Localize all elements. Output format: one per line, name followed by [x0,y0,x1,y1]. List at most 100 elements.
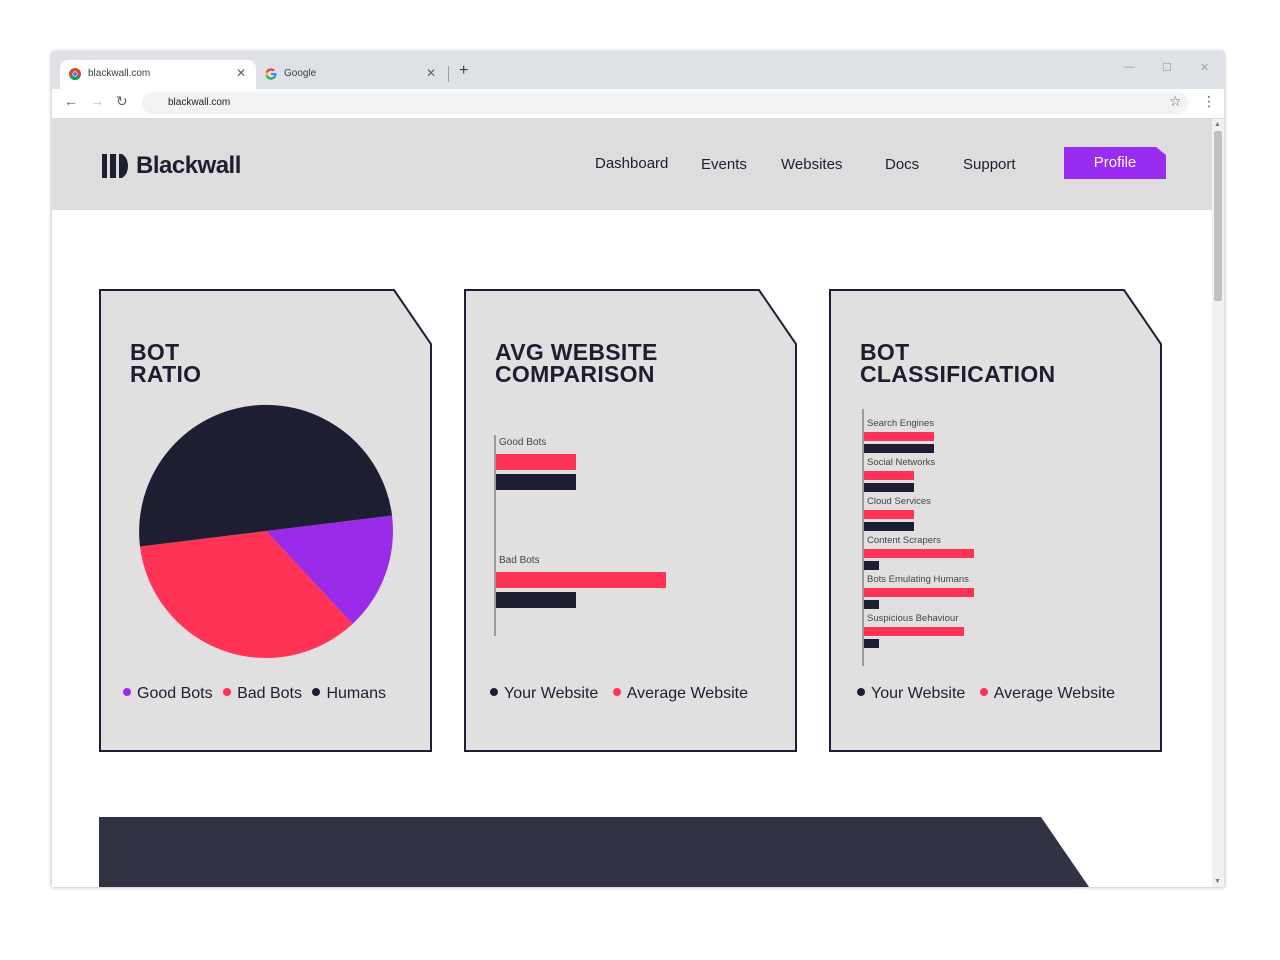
browser-window: blackwall.com ✕ Google ✕ + — ☐ ✕ ← → ↻ b… [52,52,1224,887]
scroll-down-icon[interactable]: ▼ [1214,878,1221,885]
bar-average-website [864,432,934,441]
card-title-line2: RATIO [130,361,202,387]
dark-banner [99,817,1089,887]
new-tab-icon[interactable]: + [459,62,469,79]
legend-label: Bad Bots [237,685,302,702]
bar-your-website [864,522,914,531]
card-title-line1: BOT [130,339,180,365]
close-tab-icon[interactable]: ✕ [235,66,246,80]
reload-icon[interactable]: ↻ [116,93,128,109]
card-frame [464,289,797,752]
menu-dots-icon[interactable]: ⋮ [1202,93,1216,109]
back-arrow-icon[interactable]: ← [64,93,78,109]
bar-average-website [864,471,914,480]
legend-item-average-website: Average Website [979,685,1115,702]
bar-category-label: Good Bots [499,437,546,448]
bar-your-website [864,444,934,453]
bar-average-website [864,549,974,558]
bar-your-website [496,474,576,490]
bar-category-label: Search Engines [867,418,934,429]
navy-dot-icon [312,688,321,696]
legend-label: Your Website [504,685,599,702]
navy-dot-icon [857,688,865,696]
card-title: BOT CLASSIFICATION [860,339,1056,387]
bar-average-website [864,588,974,597]
minimize-icon[interactable]: — [1124,61,1135,73]
google-icon [265,68,277,80]
avg-comparison-bar-chart: Good Bots Bad Bots [494,435,666,636]
nav-events[interactable]: Events [701,156,747,173]
bookmark-star-icon[interactable]: ☆ [1169,93,1182,109]
nav-support[interactable]: Support [963,156,1016,173]
nav-dashboard[interactable]: Dashboard [595,155,669,172]
scroll-up-icon[interactable]: ▲ [1214,121,1221,128]
window-close-icon[interactable]: ✕ [1200,62,1210,74]
url-text: blackwall.com [168,97,231,108]
tab-google[interactable]: Google ✕ [256,60,446,89]
navy-dot-icon [490,688,498,696]
bar-your-website [496,592,576,608]
card-title: AVG WEBSITE COMPARISON [495,339,658,387]
nav-docs[interactable]: Docs [885,156,920,173]
card-bot-ratio: BOT RATIO Good Bots Bad Bots Humans [99,289,433,753]
bar-category-label: Cloud Services [867,496,931,507]
legend-item-your-website: Your Website [490,685,598,702]
blackwall-logo-icon [102,154,128,178]
card-title-line2: CLASSIFICATION [860,361,1056,387]
legend-label: Average Website [993,685,1115,702]
purple-dot-icon [123,688,131,696]
chart-legend: Your Website Average Website [857,685,1121,703]
bar-average-website [496,572,666,588]
profile-button[interactable]: Profile [1064,147,1166,179]
browser-toolbar: ← → ↻ blackwall.com ☆ ⋮ [52,89,1224,119]
bar-your-website [864,600,879,609]
bar-category-label: Content Scrapers [867,535,941,546]
bar-average-website [496,454,576,470]
close-tab-icon[interactable]: ✕ [425,66,436,80]
chart-legend: Your Website Average Website [490,685,754,703]
page-scrollbar[interactable]: ▲ ▼ [1212,119,1224,887]
legend-item-humans: Humans [312,685,386,702]
legend-label: Humans [326,685,387,702]
maximize-icon[interactable]: ☐ [1162,62,1172,74]
bot-ratio-pie-chart [139,404,393,658]
chart-legend: Good Bots Bad Bots Humans [123,685,392,703]
red-dot-icon [979,688,988,696]
bar-your-website [864,561,879,570]
nav-websites[interactable]: Websites [781,156,843,173]
scrollbar-thumb[interactable] [1214,131,1222,301]
site-header: Blackwall Dashboard Events Websites Docs… [52,119,1212,210]
legend-label: Your Website [871,685,966,702]
page-viewport: Blackwall Dashboard Events Websites Docs… [52,119,1212,887]
card-title-line2: COMPARISON [495,361,655,387]
legend-label: Good Bots [137,685,213,702]
bar-average-website [864,627,964,636]
address-bar[interactable]: blackwall.com [142,92,1188,114]
card-bot-classification: BOT CLASSIFICATION Search Engines Social … [829,289,1163,753]
chrome-icon [69,68,81,80]
legend-item-good-bots: Good Bots [123,685,213,702]
bar-category-label: Suspicious Behaviour [867,613,958,624]
brand-name: Blackwall [136,152,241,179]
legend-item-your-website: Your Website [857,685,965,702]
legend-item-bad-bots: Bad Bots [223,685,302,702]
tab-divider [448,66,449,82]
card-title-line1: AVG WEBSITE [495,339,658,365]
tab-strip: blackwall.com ✕ Google ✕ + — ☐ ✕ [52,52,1224,89]
card-title-line1: BOT [860,339,910,365]
legend-label: Average Website [626,685,748,702]
legend-item-average-website: Average Website [612,685,748,702]
bot-classification-bar-chart: Search Engines Social Networks Cloud Servi… [862,409,974,666]
tab-title: Google [284,68,317,79]
red-dot-icon [223,688,232,696]
tab-blackwall[interactable]: blackwall.com ✕ [60,60,256,89]
bar-your-website [864,639,879,648]
bar-category-label: Social Networks [867,457,935,468]
forward-arrow-icon[interactable]: → [90,93,104,109]
bar-category-label: Bad Bots [499,555,540,566]
pie-slice-good-bots [266,515,393,624]
pie-slice-bad-bots [139,531,353,658]
card-title: BOT RATIO [130,339,202,387]
card-avg-comparison: AVG WEBSITE COMPARISON Good Bots Bad Bots… [464,289,798,753]
pie-slice-humans [139,404,393,547]
